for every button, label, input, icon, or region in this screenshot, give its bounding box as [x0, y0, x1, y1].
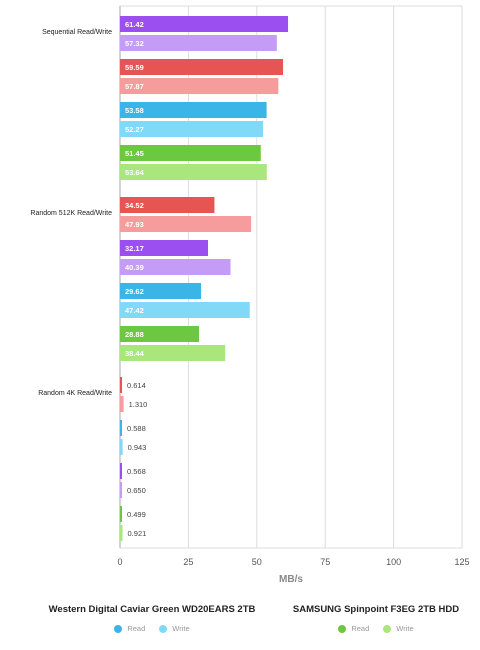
bar-read	[120, 102, 267, 118]
bar-value-label: 53.58	[125, 106, 144, 115]
bar-value-label: 29.62	[125, 287, 144, 296]
bar-write	[120, 78, 279, 94]
bar-read	[120, 420, 122, 436]
bar-value-label: 38.44	[125, 349, 145, 358]
bar-write	[120, 35, 277, 51]
legend-wd-write-label: Write	[172, 624, 190, 633]
bar-value-label: 0.943	[128, 443, 147, 452]
bar-read	[120, 59, 284, 75]
bar-read	[120, 240, 209, 256]
bar-value-label: 57.32	[125, 39, 144, 48]
legend-samsung: SAMSUNG Spinpoint F3EG 2TB HDD Read Writ…	[256, 604, 480, 633]
category-label: Sequential Read/Write	[42, 29, 112, 36]
bar-write	[120, 121, 264, 137]
bar-write	[120, 525, 123, 541]
legend-samsung-read-label: Read	[351, 624, 370, 633]
legend-samsung-read: Read	[338, 624, 369, 633]
x-tick-label: 100	[386, 557, 401, 567]
bar-chart: 0 25 50 75 100 125 Sequential Read/Write 61.42 5…	[30, 5, 470, 585]
bar-value-label: 28.88	[125, 330, 144, 339]
bar-value-label: 61.42	[125, 20, 144, 29]
bar-value-label: 47.42	[125, 306, 144, 315]
x-axis-title: MB/s	[279, 574, 303, 585]
bar-write	[120, 302, 250, 318]
bar-value-label: 51.45	[125, 149, 144, 158]
bar-value-label: 1.310	[129, 400, 148, 409]
x-tick-label: 75	[320, 557, 330, 567]
bar-write	[120, 439, 123, 455]
bar-value-label: 0.921	[128, 529, 147, 538]
legend-wd: Western Digital Caviar Green WD20EARS 2T…	[32, 604, 272, 633]
category-label: Random 4K Read/Write	[38, 390, 112, 397]
bar-read	[120, 377, 122, 393]
legend-wd-read-swatch	[114, 624, 123, 633]
bar-write	[120, 259, 231, 275]
legend-wd-write: Write	[159, 624, 190, 633]
x-tick-label: 0	[117, 557, 122, 567]
bar-value-label: 0.650	[127, 486, 146, 495]
bar-write	[120, 164, 267, 180]
bars	[120, 16, 289, 541]
bar-value-label: 34.52	[125, 201, 144, 210]
bar-read	[120, 283, 202, 299]
bar-value-label: 0.614	[127, 381, 146, 390]
bar-value-label: 52.27	[125, 125, 144, 134]
bar-read	[120, 16, 289, 32]
bar-read	[120, 506, 122, 522]
bar-value-label: 0.568	[127, 467, 146, 476]
legend-wd-write-swatch	[159, 624, 168, 633]
legend-wd-read-label: Read	[127, 624, 146, 633]
legend-wd-read: Read	[114, 624, 145, 633]
bar-write	[120, 345, 226, 361]
x-tick-label: 125	[454, 557, 469, 567]
legend-samsung-write: Write	[383, 624, 414, 633]
legend-samsung-write-swatch	[383, 624, 392, 633]
category-label: Random 512K Read/Write	[30, 210, 112, 217]
gridlines	[119, 5, 463, 549]
legend-samsung-write-label: Write	[396, 624, 414, 633]
bar-write	[120, 482, 122, 498]
legend-wd-title: Western Digital Caviar Green WD20EARS 2T…	[48, 604, 256, 615]
legend-samsung-read-swatch	[338, 624, 347, 633]
bar-value-label: 59.59	[125, 63, 144, 72]
bar-value-label: 32.17	[125, 244, 144, 253]
bar-read	[120, 197, 215, 213]
legend-samsung-title: SAMSUNG Spinpoint F3EG 2TB HDD	[292, 604, 460, 615]
bar-read	[120, 326, 200, 342]
bar-write	[120, 216, 252, 232]
x-tick-label: 25	[183, 557, 193, 567]
bar-value-label: 0.499	[127, 510, 146, 519]
x-tick-label: 50	[252, 557, 262, 567]
bar-value-label: 40.39	[125, 263, 144, 272]
bar-value-label: 53.64	[125, 168, 145, 177]
bar-read	[120, 463, 122, 479]
bar-read	[120, 145, 261, 161]
labels: 0 25 50 75 100 125 Sequential Read/Write 61.42 5…	[30, 20, 469, 567]
bar-value-label: 0.588	[127, 424, 146, 433]
bar-value-label: 57.87	[125, 82, 144, 91]
bar-value-label: 47.93	[125, 220, 144, 229]
bar-write	[120, 396, 124, 412]
